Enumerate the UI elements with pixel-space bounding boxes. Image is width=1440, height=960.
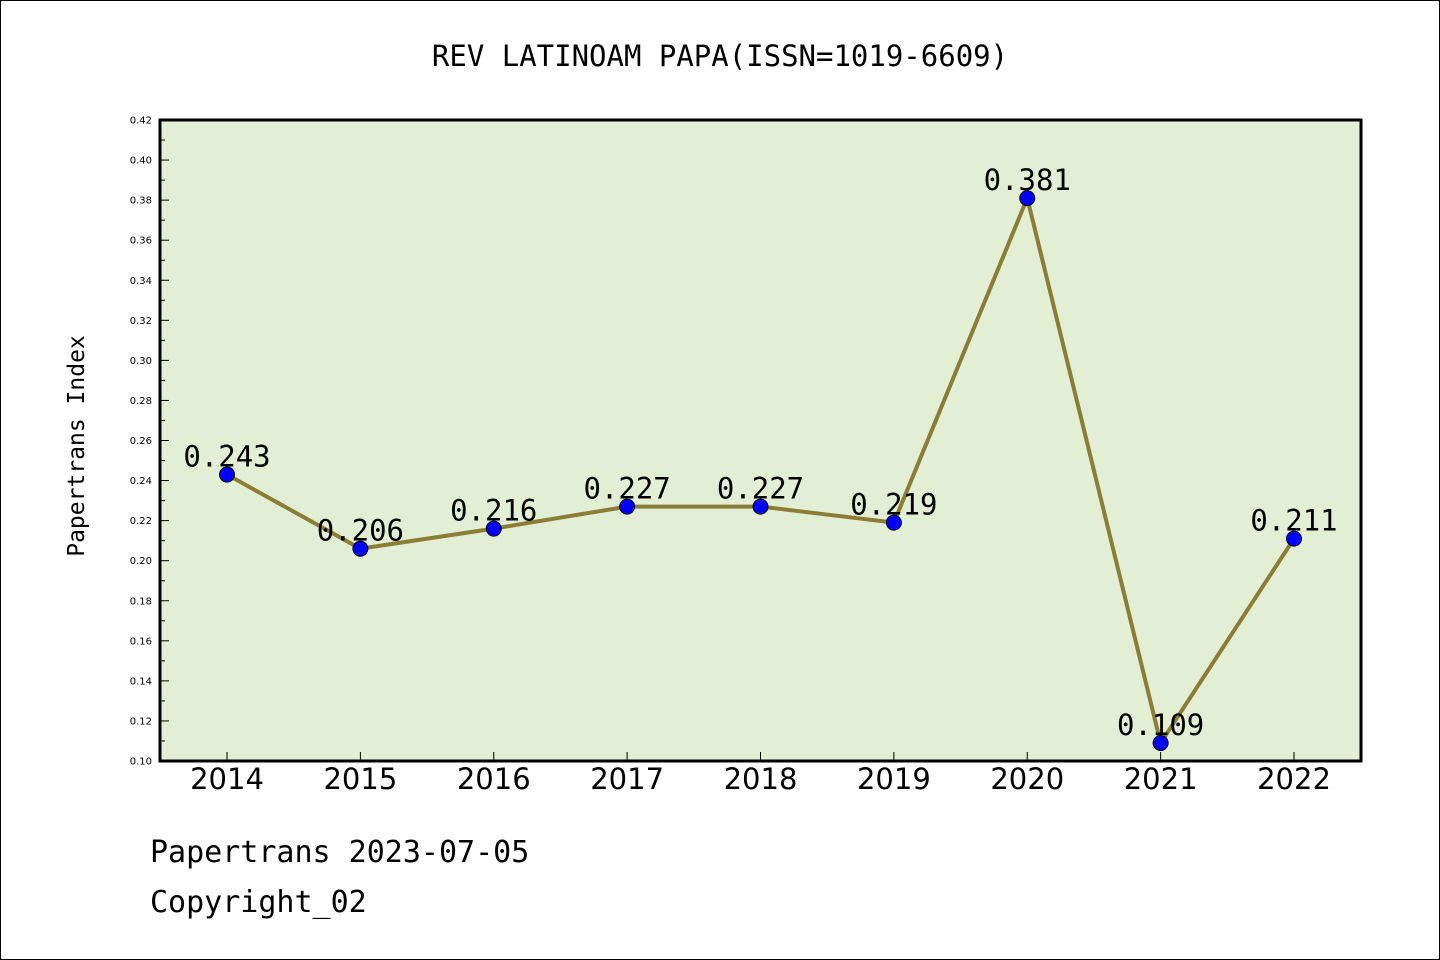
- data-label: 0.243: [183, 440, 270, 474]
- footer-copyright: Copyright_02: [150, 885, 367, 920]
- y-tick-label: 0.30: [130, 356, 152, 367]
- plot-border: [158, 118, 1363, 763]
- data-point: [352, 540, 369, 557]
- x-tick-label: 2017: [590, 762, 664, 796]
- y-axis-label: Papertrans Index: [64, 335, 90, 557]
- plot-area: [160, 120, 1361, 761]
- x-tick-label: 2021: [1124, 762, 1198, 796]
- y-tick-label: 0.12: [130, 716, 152, 727]
- y-tick-label: 0.16: [130, 636, 152, 647]
- data-point: [885, 514, 902, 531]
- y-tick-label: 0.26: [130, 436, 152, 447]
- data-label: 0.227: [717, 472, 804, 506]
- y-tick-label: 0.42: [130, 116, 152, 127]
- y-tick-label: 0.18: [130, 596, 152, 607]
- y-tick-label: 0.36: [130, 236, 152, 247]
- x-tick-label: 2020: [990, 762, 1064, 796]
- data-label: 0.381: [984, 163, 1071, 197]
- x-tick-label: 2019: [857, 762, 931, 796]
- y-tick-label: 0.40: [130, 156, 152, 167]
- y-tick-label: 0.34: [130, 276, 152, 287]
- data-point: [1019, 190, 1036, 207]
- x-tick-label: 2014: [190, 762, 264, 796]
- data-point: [619, 498, 636, 515]
- x-tick-label: 2018: [724, 762, 798, 796]
- data-label: 0.206: [317, 514, 404, 548]
- data-label: 0.219: [850, 488, 937, 522]
- y-tick-label: 0.24: [130, 476, 152, 487]
- data-label: 0.211: [1250, 504, 1337, 538]
- chart-title: REV LATINOAM PAPA(ISSN=1019-6609): [432, 39, 1008, 73]
- x-tick-label: 2022: [1257, 762, 1331, 796]
- y-tick-label: 0.22: [130, 516, 152, 527]
- footer-date: Papertrans 2023-07-05: [150, 835, 530, 870]
- data-label: 0.216: [450, 494, 537, 528]
- y-tick-label: 0.38: [130, 196, 152, 207]
- data-point: [1152, 734, 1169, 751]
- data-point: [752, 498, 769, 515]
- data-label: 0.109: [1117, 708, 1204, 742]
- data-point: [219, 466, 235, 483]
- x-tick-label: 2015: [323, 762, 397, 796]
- y-tick-label: 0.32: [130, 316, 152, 327]
- x-tick-label: 2016: [457, 762, 531, 796]
- y-tick-label: 0.20: [130, 556, 152, 567]
- data-label: 0.227: [583, 472, 670, 506]
- y-tick-label: 0.28: [130, 396, 152, 407]
- y-tick-label: 0.10: [130, 757, 152, 768]
- data-point: [485, 520, 502, 537]
- data-point: [1286, 530, 1302, 547]
- y-tick-label: 0.14: [130, 676, 152, 687]
